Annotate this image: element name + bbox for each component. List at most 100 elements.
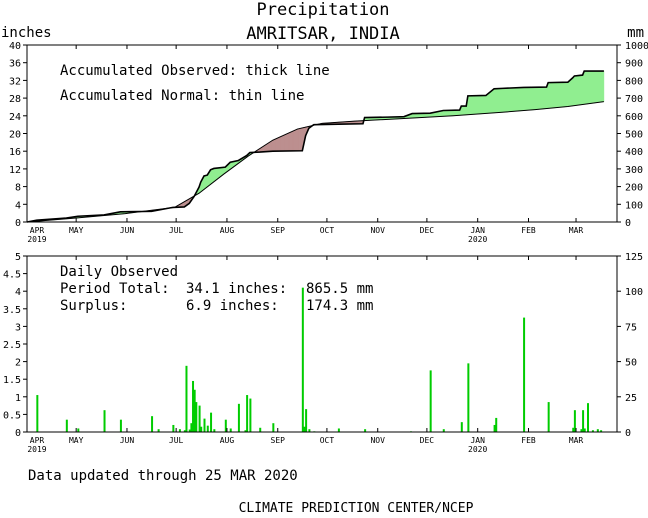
month-label: NOV: [370, 436, 385, 445]
daily-bar: [36, 395, 39, 432]
daily-bar: [198, 405, 201, 432]
daily-bar: [178, 429, 181, 432]
y-tick-label: 5: [15, 252, 21, 263]
y-tick-label: 2.5: [3, 340, 21, 351]
daily-bar: [495, 417, 498, 432]
daily-bar: [77, 428, 80, 432]
month-label: APR: [30, 436, 45, 445]
left-unit-label: inches: [1, 25, 52, 41]
daily-bar: [429, 370, 432, 432]
daily-bar: [596, 429, 599, 432]
month-label: JUL: [169, 226, 184, 235]
normal-line: [26, 101, 604, 223]
daily-bar: [364, 429, 367, 432]
month-label: DEC: [420, 436, 435, 445]
y-tick-label: 3: [15, 322, 21, 333]
y2-tick-label: 100: [625, 287, 643, 298]
daily-bar: [467, 363, 470, 432]
y-tick-label: 8: [15, 183, 21, 194]
daily-bar: [65, 419, 68, 432]
y2-tick-label: 400: [625, 147, 643, 158]
daily-bar: [195, 402, 198, 432]
daily-bar: [237, 403, 240, 432]
daily-bar: [157, 429, 160, 432]
y-tick-label: 28: [9, 94, 21, 105]
daily-bar: [229, 428, 232, 432]
daily-bar: [493, 424, 496, 432]
y2-tick-label: 50: [625, 358, 637, 369]
y-tick-label: 4.5: [3, 270, 21, 281]
daily-bar: [190, 423, 193, 432]
month-label: JAN: [470, 226, 485, 235]
surplus-mm: 174.3 mm: [306, 298, 373, 314]
y-tick-label: 0: [15, 428, 21, 439]
y-tick-label: 4: [15, 287, 21, 298]
daily-bar: [203, 418, 206, 432]
month-label: MAY: [69, 436, 84, 445]
y-tick-label: 0: [15, 218, 21, 229]
daily-bar: [301, 287, 304, 432]
month-label: JUL: [169, 436, 184, 445]
daily-bar: [183, 430, 186, 432]
y2-tick-label: 0: [625, 218, 631, 229]
month-label: FEB: [521, 436, 536, 445]
y2-tick-label: 125: [625, 252, 643, 263]
daily-bar: [151, 416, 154, 432]
y2-tick-label: 800: [625, 76, 643, 87]
data-updated-note: Data updated through 25 MAR 2020: [28, 468, 298, 484]
accumulated-panel: 0481216202428323640010020030040050060070…: [9, 41, 648, 244]
month-label: MAR: [569, 436, 584, 445]
month-label: FEB: [521, 226, 536, 235]
daily-bar: [213, 429, 216, 432]
daily-bar: [193, 389, 196, 432]
month-label: DEC: [420, 226, 435, 235]
daily-bar: [583, 428, 586, 432]
month-label: OCT: [320, 226, 335, 235]
month-label: OCT: [320, 436, 335, 445]
daily-bar: [224, 419, 227, 432]
legend-observed: Accumulated Observed: thick line: [60, 63, 330, 79]
daily-bar: [200, 426, 203, 432]
period-total-inches: 34.1 inches:: [186, 281, 287, 297]
chart-subtitle: AMRITSAR, INDIA: [246, 24, 400, 44]
month-label: JUN: [120, 436, 135, 445]
observed-line: [26, 70, 604, 223]
daily-bar: [259, 427, 262, 432]
year-label: 2020: [468, 235, 487, 244]
daily-bar: [185, 365, 188, 432]
surplus-label: Surplus:: [60, 298, 127, 314]
daily-bar: [103, 410, 106, 432]
year-label: 2019: [27, 235, 46, 244]
daily-bar: [305, 409, 308, 432]
daily-legend-title: Daily Observed: [60, 264, 178, 280]
daily-bar: [246, 395, 249, 432]
chart-title: Precipitation: [256, 0, 389, 20]
daily-bar: [572, 427, 575, 432]
legend-normal: Accumulated Normal: thin line: [60, 88, 304, 104]
y2-tick-label: 300: [625, 165, 643, 176]
y-tick-label: 3.5: [3, 305, 21, 316]
y-tick-label: 36: [9, 59, 21, 70]
daily-bar: [442, 429, 445, 432]
y-tick-label: 2: [15, 358, 21, 369]
month-label: JUN: [120, 226, 135, 235]
month-label: SEP: [271, 226, 286, 235]
y2-tick-label: 600: [625, 112, 643, 123]
month-label: APR: [30, 226, 45, 235]
period-total-mm: 865.5 mm: [306, 281, 373, 297]
daily-bar: [308, 429, 311, 432]
y-tick-label: 20: [9, 130, 21, 141]
daily-bar: [249, 398, 252, 432]
daily-bar: [591, 430, 594, 432]
daily-bar: [580, 429, 583, 432]
month-label: NOV: [370, 226, 385, 235]
year-label: 2019: [27, 445, 46, 454]
daily-bar: [272, 423, 275, 432]
y-tick-label: 0.5: [3, 410, 21, 421]
y-tick-label: 16: [9, 147, 21, 158]
right-unit-label: mm: [627, 25, 644, 41]
y-tick-label: 1.5: [3, 375, 21, 386]
daily-bar: [192, 380, 195, 432]
